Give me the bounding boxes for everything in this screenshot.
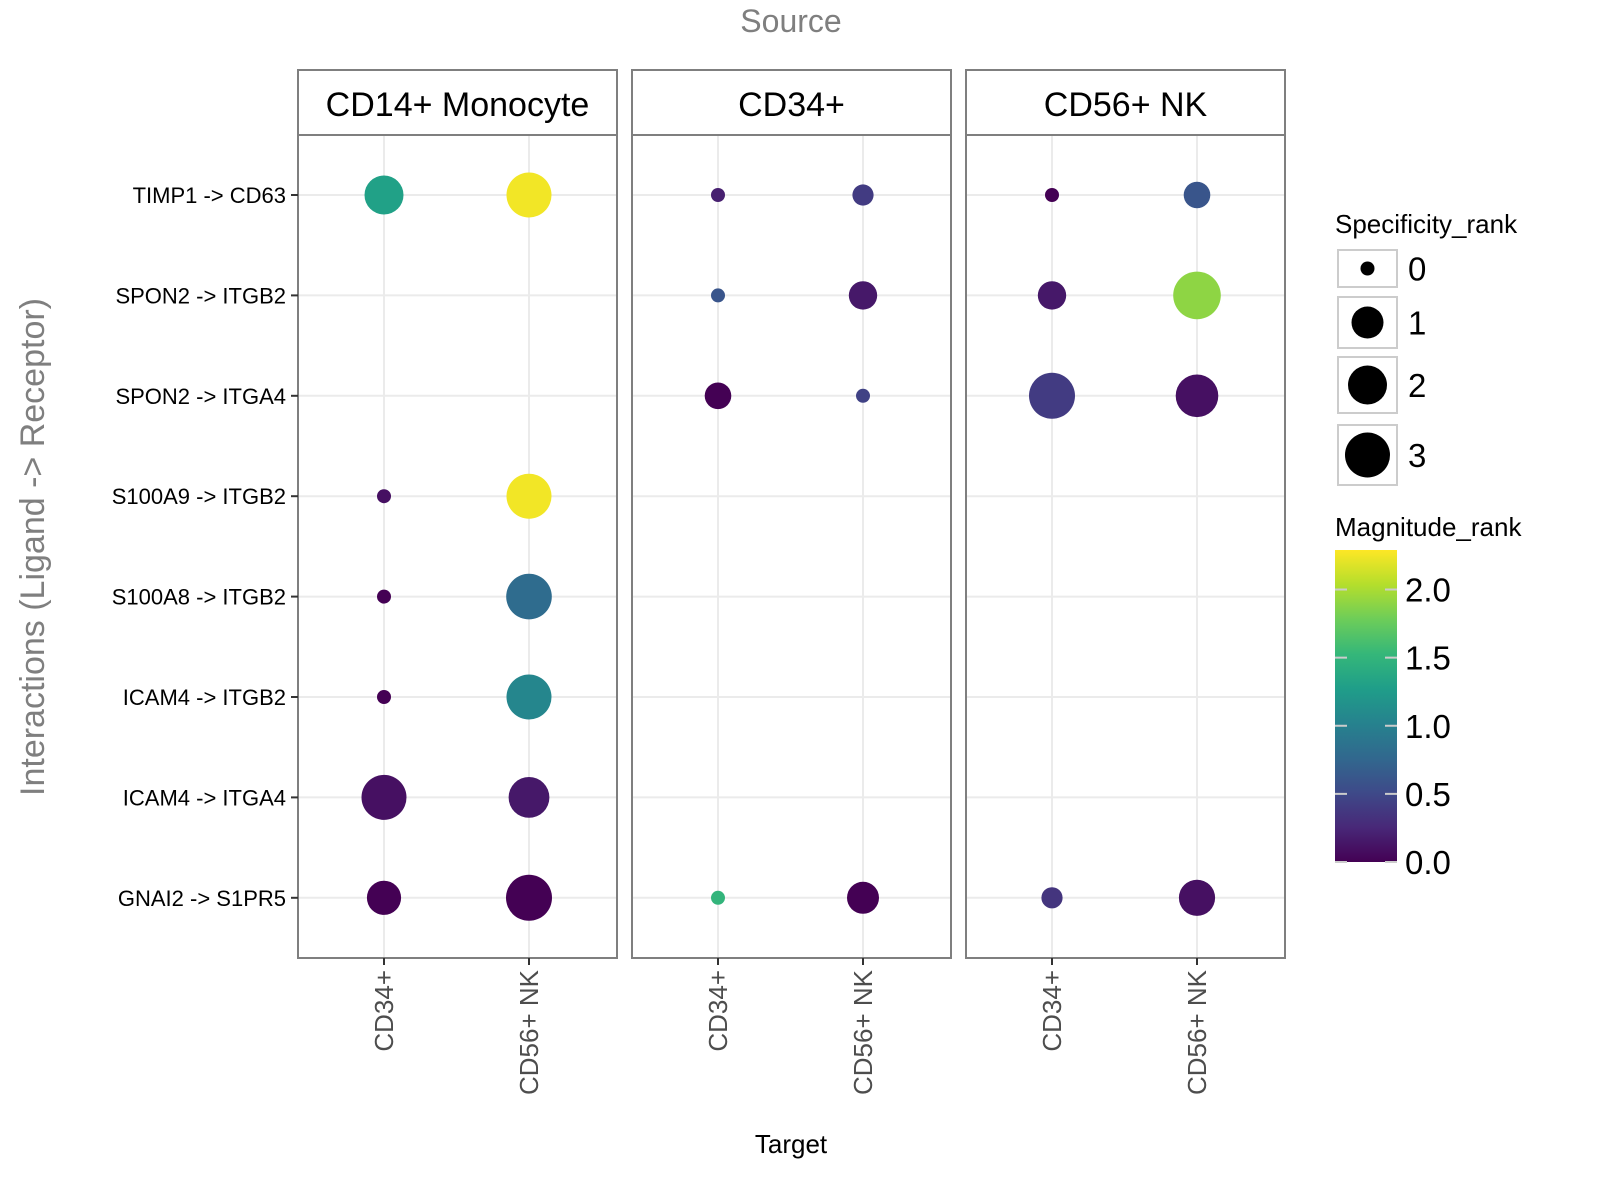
y-tick-label: ICAM4 -> ITGA4 <box>123 785 286 810</box>
data-point <box>366 880 402 915</box>
data-point <box>704 382 732 410</box>
data-point <box>377 690 391 704</box>
size-legend-label: 1 <box>1408 305 1426 342</box>
colorbar-label: 0.5 <box>1405 776 1451 813</box>
color-legend-title: Magnitude_rank <box>1335 512 1522 542</box>
x-tick-label: CD56+ NK <box>1182 969 1212 1095</box>
facet-panel: CD56+ NK CD34+ CD56+ NK <box>965 69 1286 1095</box>
data-point <box>711 288 725 303</box>
x-axis-title: Target <box>755 1129 828 1159</box>
y-tick-label: ICAM4 -> ITGB2 <box>123 685 286 710</box>
data-point <box>1173 271 1221 320</box>
colorbar-label: 1.5 <box>1405 640 1451 677</box>
data-point <box>506 172 552 218</box>
size-legend-label: 3 <box>1408 437 1426 474</box>
size-legend-dot <box>1351 306 1384 339</box>
y-tick-label: SPON2 -> ITGB2 <box>115 283 286 308</box>
data-point <box>508 777 550 818</box>
panel-background <box>966 135 1285 958</box>
x-tick-label: CD34+ <box>369 970 399 1052</box>
size-legend-title: Specificity_rank <box>1335 209 1518 239</box>
data-point <box>377 589 391 604</box>
data-point <box>377 489 391 504</box>
data-point <box>506 874 552 921</box>
data-point <box>847 881 879 914</box>
colorbar-label: 1.0 <box>1405 708 1451 745</box>
size-legend-key <box>1337 249 1398 288</box>
colorbar-label: 0.0 <box>1405 844 1451 881</box>
facet-panel: CD14+ Monocyte CD34+ CD56+ NK <box>297 69 618 1095</box>
colorbar-label: 2.0 <box>1405 572 1451 609</box>
data-point <box>506 674 552 720</box>
panel-background <box>298 135 617 958</box>
size-legend-dot <box>1360 261 1375 276</box>
x-tick-label: CD56+ NK <box>514 969 544 1095</box>
data-point <box>506 573 552 620</box>
data-point <box>1037 281 1067 310</box>
facet-strip <box>631 69 952 136</box>
facet-label: CD56+ NK <box>1044 86 1208 124</box>
y-tick-label: TIMP1 -> CD63 <box>133 183 286 208</box>
data-point <box>856 388 870 403</box>
facet-label: CD34+ <box>738 86 845 124</box>
data-point <box>1029 372 1075 419</box>
data-point <box>1178 879 1216 916</box>
y-axis-title: Interactions (Ligand -> Receptor) <box>14 298 52 796</box>
size-legend-label: 0 <box>1408 251 1426 288</box>
data-point <box>711 188 725 202</box>
y-tick-label: SPON2 -> ITGA4 <box>115 384 286 409</box>
data-point <box>1045 188 1059 202</box>
data-point <box>1183 181 1211 209</box>
panel-border <box>631 134 952 959</box>
y-tick-label: S100A9 -> ITGB2 <box>112 484 286 509</box>
data-point <box>848 281 878 310</box>
panel-border <box>297 134 618 959</box>
chart-title: Source <box>740 3 841 39</box>
data-point <box>361 774 407 820</box>
data-point <box>506 473 552 519</box>
x-tick-label: CD34+ <box>1037 970 1067 1052</box>
facet-strip <box>965 69 1286 136</box>
data-point <box>711 890 725 905</box>
data-point <box>1175 374 1219 418</box>
size-legend-dot <box>1345 432 1390 478</box>
size-legend-label: 2 <box>1408 367 1426 404</box>
facet-strip <box>297 69 618 136</box>
x-tick-label: CD56+ NK <box>848 969 878 1095</box>
y-tick-label: GNAI2 -> S1PR5 <box>118 886 286 911</box>
x-tick-label: CD34+ <box>703 970 733 1052</box>
size-legend-dot <box>1348 365 1387 405</box>
colorbar <box>1335 550 1397 862</box>
panel-border <box>965 134 1286 959</box>
data-point <box>1041 887 1063 909</box>
data-point <box>364 175 404 215</box>
data-point <box>852 184 874 206</box>
facet-label: CD14+ Monocyte <box>326 86 590 124</box>
facet-panel: CD34+ CD34+ CD56+ NK <box>631 69 952 1095</box>
y-tick-label: S100A8 -> ITGB2 <box>112 585 286 610</box>
panel-background <box>632 135 951 958</box>
